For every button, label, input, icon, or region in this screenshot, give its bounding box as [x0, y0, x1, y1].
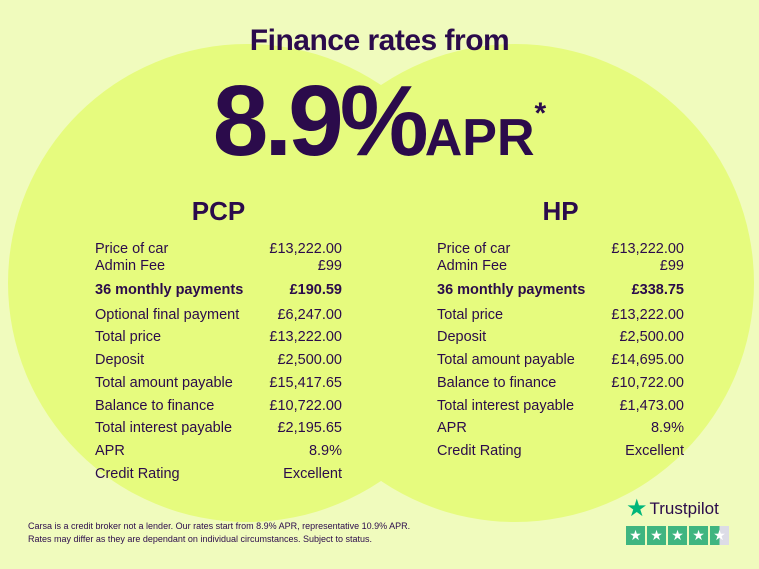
table-row: Deposit £2,500.00: [437, 326, 684, 349]
rating-star-icon: ★: [647, 526, 666, 545]
table-row: 36 monthly payments £338.75: [437, 279, 684, 302]
row-label: Price of car: [437, 241, 511, 257]
trustpilot-badge[interactable]: ★ Trustpilot ★ ★ ★ ★ ★: [626, 494, 729, 545]
row-label: APR: [95, 442, 125, 459]
table-row: Total interest payable £1,473.00: [437, 395, 684, 418]
row-label: APR: [437, 420, 467, 437]
trustpilot-rating: ★ ★ ★ ★ ★: [626, 526, 729, 545]
row-label: Total interest payable: [95, 420, 233, 437]
row-value: £6,247.00: [277, 306, 342, 323]
row-label: Credit Rating: [437, 442, 522, 459]
table-row: Deposit £2,500.00: [95, 349, 342, 372]
row-label: Total amount payable: [95, 374, 233, 391]
row-value: £15,417.65: [269, 374, 342, 391]
hp-title: HP: [542, 196, 579, 226]
trustpilot-star-icon: ★: [626, 495, 648, 522]
row-label: Deposit: [95, 352, 145, 369]
row-value: £99: [317, 258, 342, 274]
table-row: Optional final payment £6,247.00: [95, 304, 342, 327]
row-label: Balance to finance: [437, 374, 557, 391]
row-label: 36 monthly payments: [437, 282, 586, 298]
row-label: Total price: [437, 306, 504, 323]
row-value: Excellent: [625, 442, 684, 459]
table-row: Total price £13,222.00: [95, 326, 342, 349]
table-row: 36 monthly payments £190.59: [95, 279, 342, 302]
table-row: Credit Rating Excellent: [95, 463, 342, 486]
row-value: £13,222.00: [269, 329, 342, 346]
pcp-title: PCP: [191, 196, 246, 226]
table-row: Balance to finance £10,722.00: [95, 395, 342, 418]
table-row: Total amount payable £15,417.65: [95, 372, 342, 395]
row-value: £1,473.00: [619, 397, 684, 414]
row-label: Optional final payment: [95, 306, 240, 323]
row-value: Excellent: [283, 465, 342, 482]
table-row: Admin Fee £99: [95, 258, 342, 275]
table-row: Admin Fee £99: [437, 258, 684, 275]
rating-star-icon: ★: [626, 526, 645, 545]
background-circle-right: [276, 44, 754, 522]
row-label: Admin Fee: [95, 258, 166, 274]
table-row: APR 8.9%: [437, 417, 684, 440]
row-value: £10,722.00: [269, 397, 342, 414]
row-value: 8.9%: [308, 442, 342, 459]
row-value: £13,222.00: [611, 241, 684, 257]
row-value: £2,195.65: [277, 420, 342, 437]
row-value: £2,500.00: [619, 329, 684, 346]
disclaimer-line: Rates may differ as they are dependant o…: [28, 534, 373, 544]
table-row: Credit Rating Excellent: [437, 440, 684, 463]
table-row: Price of car £13,222.00: [437, 241, 684, 258]
asterisk: *: [534, 97, 547, 130]
table-row: Balance to finance £10,722.00: [437, 372, 684, 395]
hp-table: HP Price of car £13,222.00 Admin Fee £99 36 …: [437, 196, 684, 463]
table-row: Total interest payable £2,195.65: [95, 417, 342, 440]
row-label: Total price: [95, 329, 162, 346]
row-label: Total interest payable: [437, 397, 575, 414]
headline-rate: 8.9%APR*: [0, 64, 759, 179]
row-value: £338.75: [631, 282, 684, 298]
disclaimer: Carsa is a credit broker not a lender. O…: [28, 520, 410, 546]
disclaimer-line: Carsa is a credit broker not a lender. O…: [28, 521, 411, 531]
row-value: £2,500.00: [277, 352, 342, 369]
row-label: Price of car: [95, 241, 169, 257]
subtitle: Finance rates from: [249, 24, 510, 57]
rating-star-icon: ★: [668, 526, 687, 545]
row-label: Deposit: [437, 329, 487, 346]
row-value: 8.9%: [650, 420, 684, 437]
row-label: Balance to finance: [95, 397, 215, 414]
rating-star-icon: ★: [710, 526, 729, 545]
row-value: £13,222.00: [269, 241, 342, 257]
table-row: Price of car £13,222.00: [95, 241, 342, 258]
table-row: Total amount payable £14,695.00: [437, 349, 684, 372]
row-value: £14,695.00: [611, 352, 684, 369]
trustpilot-name: Trustpilot: [649, 498, 719, 518]
row-label: Total amount payable: [437, 352, 575, 369]
row-label: Credit Rating: [95, 465, 180, 482]
row-value: £190.59: [289, 282, 342, 298]
table-row: Total price £13,222.00: [437, 304, 684, 327]
rating-star-icon: ★: [689, 526, 708, 545]
table-row: APR 8.9%: [95, 440, 342, 463]
row-value: £99: [659, 258, 684, 274]
row-value: £13,222.00: [611, 306, 684, 323]
row-value: £10,722.00: [611, 374, 684, 391]
row-label: 36 monthly payments: [95, 282, 244, 298]
rate-value: 8.9%: [212, 65, 429, 177]
row-label: Admin Fee: [437, 258, 508, 274]
apr-label: APR: [424, 109, 535, 167]
pcp-table: PCP Price of car £13,222.00 Admin Fee £99 36…: [95, 196, 342, 485]
